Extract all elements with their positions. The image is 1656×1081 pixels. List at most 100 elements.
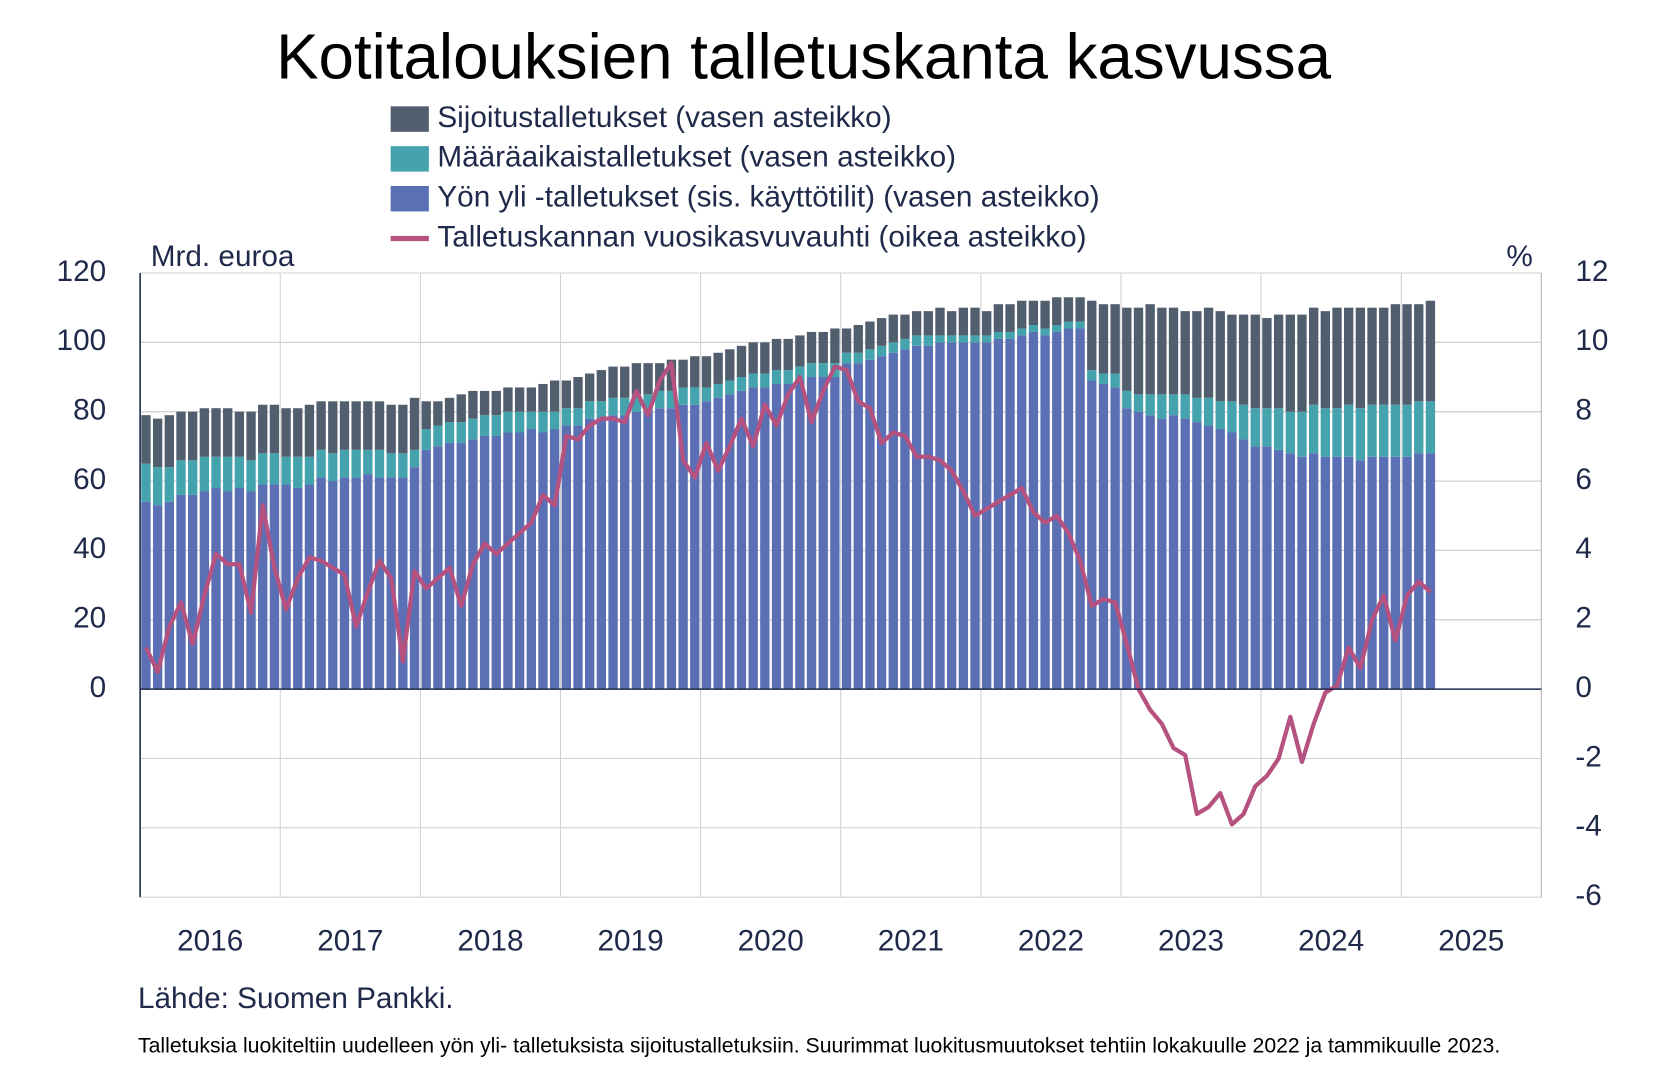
y2-tick-label: -6 [1575,879,1601,912]
bar-segment [1075,297,1085,322]
bar-segment [246,491,256,690]
bar-segment [958,307,969,336]
bar-segment [468,418,478,440]
bar-segment [690,404,700,690]
bar-segment [608,397,618,416]
bar-segment [479,435,490,690]
bar-segment [888,352,898,690]
chart-title: Kotitalouksien talletuskanta kasvussa [276,22,1332,93]
bar-segment [398,453,408,478]
bar-segment [1402,304,1412,405]
bar-segment [526,429,536,690]
y2-tick-label: 12 [1575,255,1608,288]
legend-label: Määräaikaistalletukset (vasen asteikko) [437,141,956,174]
bar-segment [573,425,583,690]
bar-segment [1192,311,1202,398]
bar-segment [1402,404,1412,457]
x-tick-label: 2019 [597,925,663,958]
bar-segment [1238,314,1249,405]
legend-swatch [390,185,429,212]
bar-segment [234,411,245,457]
bar-segment [234,456,245,488]
bar-segment [281,484,291,690]
bar-segment [620,415,630,690]
bar-segment [701,387,712,402]
bar-segment [1379,307,1389,405]
y-tick-label: 0 [90,671,107,704]
legend-label: Yön yli -talletukset (sis. käyttötilit) … [437,181,1099,214]
y2-tick-label: 4 [1575,532,1592,565]
bar-segment [771,338,782,371]
bar-segment [538,383,548,412]
x-tick-label: 2020 [738,925,804,958]
bar-segment [328,453,338,482]
bar-segment [141,463,151,502]
bar-segment [911,345,922,690]
bar-segment [1227,314,1237,402]
bar-segment [1063,297,1074,322]
bar-segment [888,314,898,343]
bar-segment [374,449,385,478]
bar-segment [865,359,875,690]
bar-segment [1215,311,1225,402]
bar-segment [795,380,805,690]
bar-segment [199,408,210,457]
bar-segment [853,352,863,364]
bar-segment [596,401,607,419]
bar-segment [1052,331,1062,690]
bar-segment [783,370,793,384]
bar-segment [1133,394,1144,412]
bar-segment [736,345,747,378]
y2-tick-label: 6 [1575,463,1592,496]
bar-segment [1133,411,1144,690]
bar-segment [479,390,490,416]
x-tick-label: 2021 [878,925,944,958]
bar-segment [911,311,922,336]
bar-segment [561,408,572,426]
bar-segment [1168,307,1179,395]
bar-segment [993,304,1004,332]
bar-segment [223,456,233,492]
bar-segment [1402,456,1412,690]
bar-segment [1273,449,1284,690]
y-tick-label: 60 [73,463,106,496]
bar-segment [841,352,852,364]
bar-segment [631,411,642,690]
bar-segment [900,338,910,350]
bar-segment [1110,373,1120,388]
bar-segment [304,404,315,457]
bar-segment [409,449,420,468]
bar-segment [585,418,595,690]
bar-segment [923,311,933,336]
bar-segment [900,349,910,690]
bar-segment [1320,408,1331,457]
bar-segment [1425,453,1436,690]
bar-segment [1355,408,1366,461]
bar-segment [1203,397,1214,426]
bar-segment [1273,408,1284,450]
bar-segment [713,397,723,690]
y-tick-label: 80 [73,394,106,427]
bar-segment [187,411,198,461]
bar-segment [1227,432,1237,690]
bar-segment [1355,460,1366,690]
y2-axis-label: % [1506,240,1532,273]
bar-segment [655,408,665,690]
bar-segment [374,401,385,450]
bar-segment [1017,335,1027,690]
bar-segment [1192,422,1202,690]
bar-segment [433,401,443,426]
bar-segment [1227,401,1237,433]
source: Lähde: Suomen Pankki. [138,982,454,1015]
bar-segment [1098,373,1109,384]
bar-segment [176,494,186,690]
bar-segment [993,331,1004,339]
bar-segment [398,404,408,454]
legend-swatch [390,106,429,132]
bar-segment [736,377,747,391]
bar-segment [1040,335,1050,690]
bar-segment [771,370,782,384]
bar-segment [176,460,186,495]
bar-segment [234,487,245,690]
